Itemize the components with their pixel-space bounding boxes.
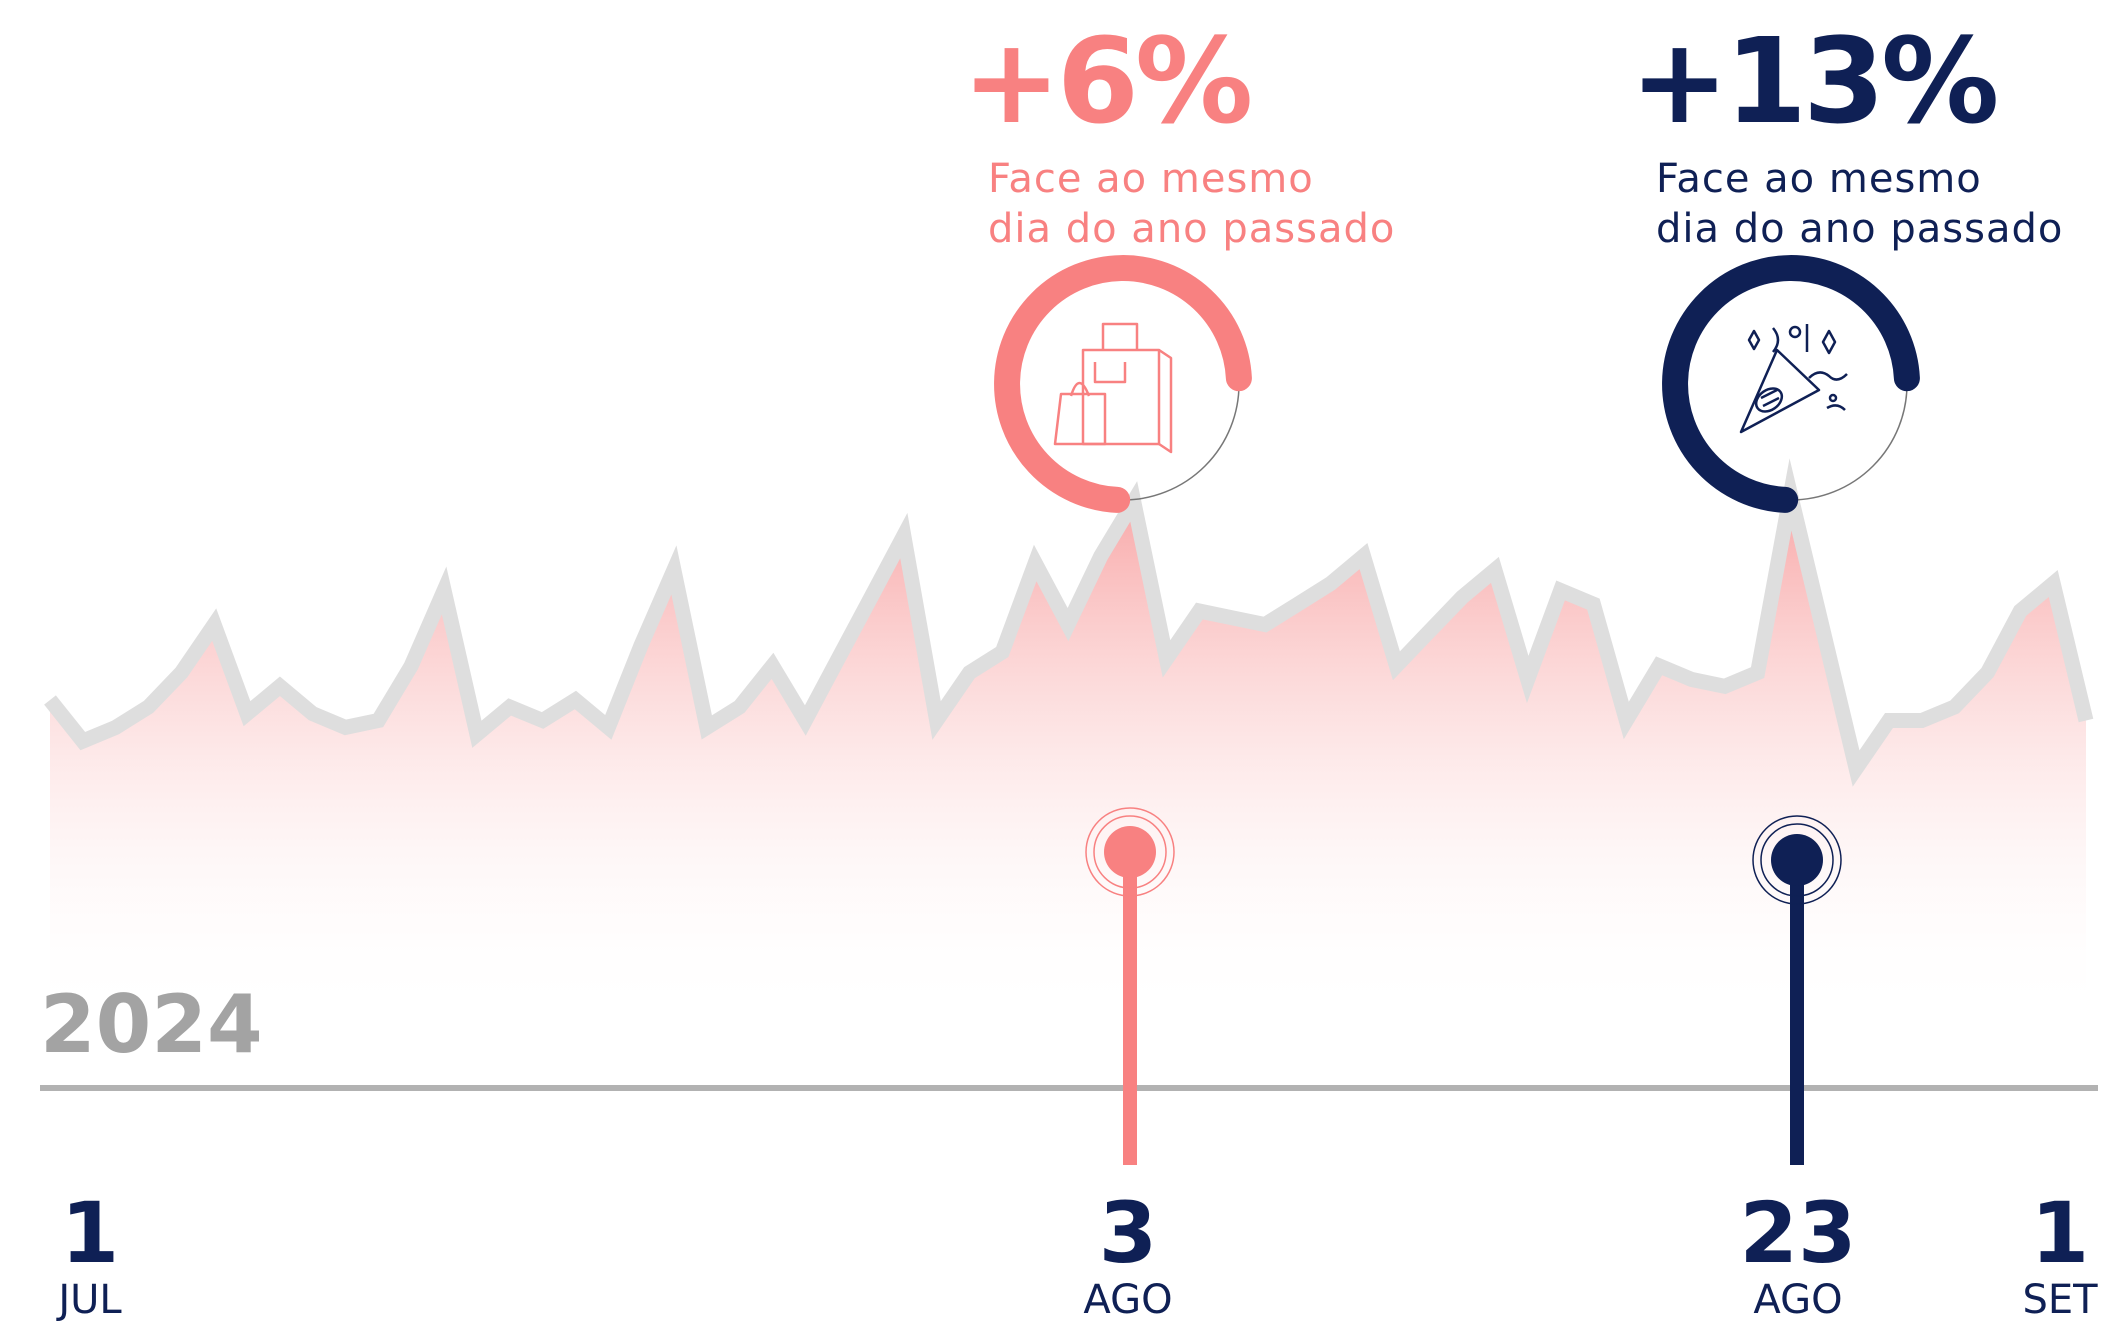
note-line: Face ao mesmo: [988, 156, 1314, 202]
x-label-month: AGO: [1083, 1277, 1173, 1323]
marker-23-ago: [1752, 815, 1842, 1165]
x-label-day: 1: [2030, 1184, 2090, 1282]
marker-ring: [1093, 815, 1167, 889]
gauge-arc: [994, 255, 1252, 513]
callout-3-ago: +6% Face ao mesmo dia do ano passado: [962, 22, 1395, 254]
year-label: 2024: [40, 978, 263, 1071]
x-label-month: SET: [2022, 1277, 2098, 1323]
gauge-3-ago: [994, 255, 1252, 513]
shopping-bags-icon: [1053, 322, 1173, 454]
x-label-day: 23: [1739, 1184, 1857, 1282]
area-fill: [50, 494, 2086, 1020]
callout-23-ago: +13% Face ao mesmo dia do ano passado: [1630, 22, 2063, 254]
note-line: dia do ano passado: [1656, 206, 2064, 252]
change-percent: +6%: [962, 12, 1253, 150]
marker-3-ago: [1085, 807, 1175, 1165]
gauge-arc: [1662, 255, 1920, 513]
gauge-23-ago: [1662, 255, 1920, 513]
note-line: dia do ano passado: [988, 206, 1396, 252]
change-percent: +13%: [1630, 12, 1999, 150]
x-label-day: 1: [60, 1184, 120, 1282]
x-label-1-jul: 1 JUL: [0, 1188, 190, 1320]
marker-ring: [1760, 823, 1834, 897]
marker-ring: [1752, 815, 1842, 905]
x-label-3-ago: 3 AGO: [1028, 1188, 1228, 1320]
note-line: Face ao mesmo: [1656, 156, 1982, 202]
x-label-23-ago: 23 AGO: [1698, 1188, 1898, 1320]
marker-ring: [1085, 807, 1175, 897]
x-label-day: 3: [1098, 1184, 1158, 1282]
comparison-note: Face ao mesmo dia do ano passado: [988, 154, 1395, 254]
marker-dot: [1771, 834, 1823, 886]
marker-dot: [1104, 826, 1156, 878]
x-label-1-set: 1 SET: [1960, 1188, 2128, 1320]
x-label-month: JUL: [58, 1277, 122, 1323]
party-popper-icon: [1739, 324, 1848, 434]
comparison-note: Face ao mesmo dia do ano passado: [1656, 154, 2063, 254]
x-label-month: AGO: [1753, 1277, 1843, 1323]
series-line: [44, 458, 2094, 787]
